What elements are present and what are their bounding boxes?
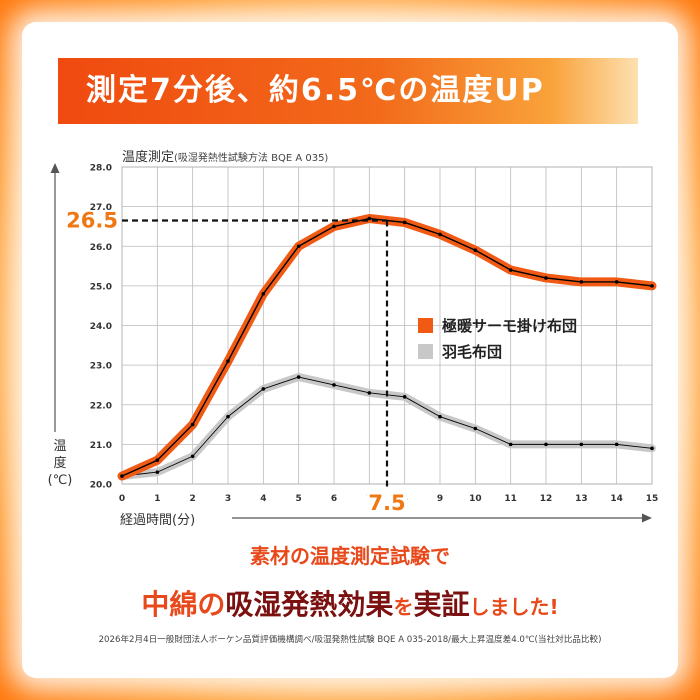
data-point (579, 442, 584, 447)
y-tick-label: 26.0 (90, 243, 112, 253)
data-point (402, 220, 407, 225)
data-point (508, 268, 513, 272)
footnote: 2026年2月4日一般財団法人ボーケン品質評価機構調べ/吸湿発熱性試験 BQE … (98, 635, 602, 645)
headline-text: 測定7分後、約6.5℃の温度UP (86, 73, 545, 108)
x-tick-label: 3 (225, 494, 231, 504)
claim-part-4: 実証 (413, 588, 470, 621)
x-tick-label: 0 (119, 494, 125, 504)
y-tick-label: 22.0 (90, 401, 112, 411)
x-tick-label: 15 (646, 494, 659, 504)
x-marker-label: 7.5 (368, 491, 405, 515)
x-axis-label: 経過時間(分) (120, 513, 196, 528)
data-point (226, 414, 230, 419)
data-point (473, 248, 478, 253)
legend-swatch-1 (418, 344, 433, 359)
y-tick-label: 24.0 (90, 322, 112, 332)
data-point (120, 474, 124, 478)
y-marker-label: 26.5 (66, 208, 118, 232)
headline-banner: 測定7分後、約6.5℃の温度UP (58, 58, 638, 124)
y-tick-label: 20.0 (90, 481, 112, 491)
y-axis-arrow-head (50, 163, 60, 173)
data-point (614, 280, 619, 284)
legend-label-1: 羽毛布団 (442, 343, 502, 361)
data-point (544, 276, 548, 280)
chart-title: 温度測定(吸湿発熱性試験方法 BQE A 035) (122, 146, 328, 165)
data-point (226, 359, 230, 363)
data-point (438, 232, 442, 237)
y-tick-label: 25.0 (90, 282, 112, 292)
y-tick-label: 27.0 (90, 203, 112, 213)
x-tick-label: 1 (154, 494, 160, 504)
y-axis-label-line2: 度 (53, 456, 67, 471)
data-point (332, 224, 336, 229)
x-marker-label-bg (367, 489, 407, 514)
data-point (155, 458, 160, 463)
data-point (190, 422, 195, 427)
data-point (367, 216, 372, 221)
y-tick-label: 28.0 (90, 164, 112, 174)
data-point (402, 395, 407, 399)
data-point (473, 426, 478, 431)
y-axis-label: 温 度 (℃) (38, 438, 82, 489)
data-point (544, 442, 548, 447)
claim-line-2: 中綿の吸湿発熱効果を実証しました! (0, 583, 700, 623)
claim-part-3: を (393, 595, 414, 619)
y-axis-label-unit: (℃) (47, 473, 73, 488)
x-tick-label: 2 (190, 494, 196, 504)
x-tick-label: 14 (610, 494, 623, 504)
x-tick-label: 9 (437, 494, 443, 504)
data-point (155, 470, 160, 474)
y-tick-label: 21.0 (90, 441, 112, 451)
data-point (367, 391, 372, 395)
x-tick-label: 5 (296, 494, 302, 504)
x-tick-label: 13 (575, 494, 588, 504)
data-point (261, 387, 266, 391)
data-point (190, 454, 195, 459)
x-tick-label: 10 (469, 494, 482, 504)
data-point (261, 292, 266, 296)
data-point (579, 280, 584, 284)
y-tick-label: 23.0 (90, 362, 112, 372)
claim-part-2: 吸湿発熱効果 (225, 588, 394, 621)
claim-line-1: 素材の温度測定試験で (250, 544, 450, 568)
data-point (296, 244, 301, 249)
data-point (614, 442, 619, 447)
legend-swatch-0 (418, 318, 433, 333)
claim-part-5: しました! (469, 595, 559, 619)
chart-title-sub: (吸湿発熱性試験方法 BQE A 035) (174, 153, 329, 164)
x-tick-label: 4 (260, 494, 266, 504)
x-tick-label: 6 (331, 494, 337, 504)
y-axis-label-line1: 温 (53, 439, 67, 454)
x-tick-label: 12 (540, 494, 553, 504)
data-point (332, 383, 336, 387)
data-point (438, 414, 442, 419)
claim-part-1: 中綿の (141, 588, 226, 621)
x-axis-arrow-head (642, 513, 652, 523)
data-point (650, 446, 654, 451)
x-tick-label: 11 (504, 494, 517, 504)
legend-label-0: 極暖サーモ掛け布団 (441, 317, 577, 335)
data-point (650, 284, 654, 288)
data-point (296, 375, 301, 379)
chart-title-main: 温度測定 (122, 150, 175, 165)
data-point (508, 442, 513, 447)
